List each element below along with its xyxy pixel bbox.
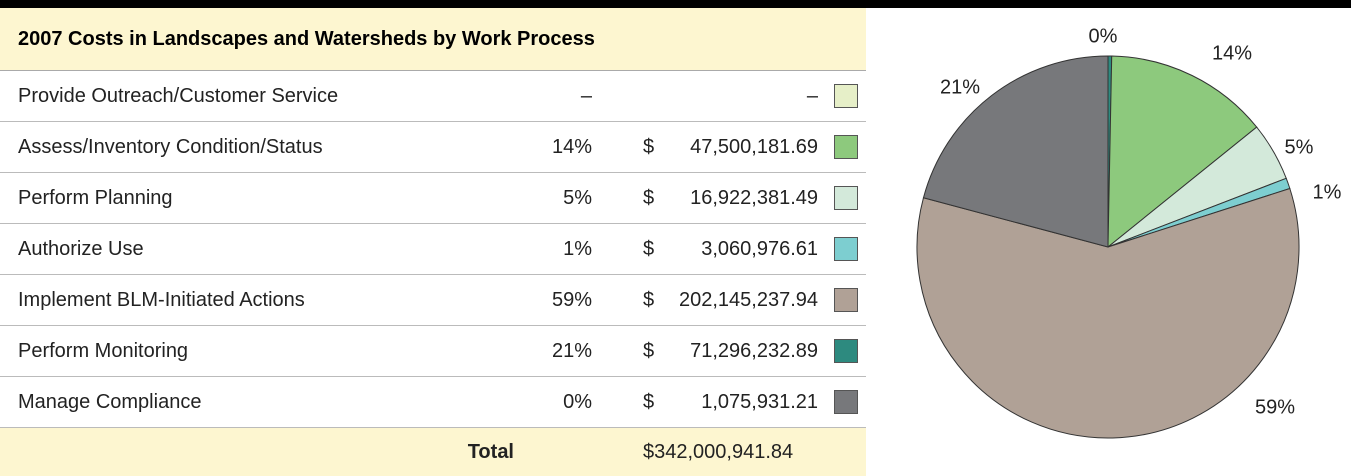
cost-table: 2007 Costs in Landscapes and Watersheds … (0, 8, 866, 476)
color-swatch (834, 390, 858, 414)
pie-slice (1107, 55, 1258, 249)
total-label: Total (467, 441, 514, 463)
row-amount: 16,922,381.49 (690, 187, 818, 209)
row-name: Implement BLM-Initiated Actions (18, 289, 305, 311)
pie-slice (916, 187, 1300, 439)
slice-label: 1% (1313, 181, 1342, 203)
row-amount: 3,060,976.61 (701, 238, 818, 260)
row-percent: 14% (551, 136, 592, 158)
table-row: Perform Planning 5% $16,922,381.49 (0, 173, 866, 224)
total-row: Total $342,000,941.84 (0, 428, 866, 476)
slice-label: 5% (1285, 136, 1314, 158)
slice-label: 21% (940, 76, 980, 98)
row-name: Manage Compliance (18, 391, 202, 413)
color-swatch (834, 84, 858, 108)
row-percent: 0% (563, 391, 592, 413)
row-name: Perform Planning (18, 187, 173, 209)
table-title: 2007 Costs in Landscapes and Watersheds … (0, 8, 866, 71)
row-amount: 1,075,931.21 (701, 391, 818, 413)
total-amount: $342,000,941.84 (643, 441, 794, 463)
row-amount: – (806, 85, 818, 107)
table-row: Provide Outreach/Customer Service – – (0, 71, 866, 122)
pie-slice (922, 55, 1109, 248)
table-row: Manage Compliance 0% $1,075,931.21 (0, 377, 866, 428)
row-percent: 1% (563, 238, 592, 260)
row-name: Assess/Inventory Condition/Status (18, 136, 323, 158)
row-amount: 71,296,232.89 (690, 340, 818, 362)
row-currency: $ (643, 391, 655, 413)
table-row: Assess/Inventory Condition/Status 14% $47,… (0, 122, 866, 173)
row-name: Provide Outreach/Customer Service (18, 85, 339, 107)
color-swatch (834, 339, 858, 363)
row-name: Perform Monitoring (18, 340, 189, 362)
pie-chart: 0% 14% 5% 1% 59% 21% (916, 25, 1342, 439)
row-percent: 5% (563, 187, 592, 209)
table-row: Implement BLM-Initiated Actions 59% $202,1… (0, 275, 866, 326)
row-percent: 59% (551, 289, 592, 311)
row-currency: $ (643, 289, 655, 311)
row-amount: 47,500,181.69 (690, 136, 818, 158)
slice-label: 14% (1212, 42, 1252, 64)
table-row: Authorize Use 1% $3,060,976.61 (0, 224, 866, 275)
row-amount: 202,145,237.94 (678, 289, 818, 311)
row-currency: $ (643, 136, 655, 158)
row-currency: $ (643, 187, 655, 209)
color-swatch (834, 237, 858, 261)
slice-label: 0% (1089, 25, 1118, 47)
slice-label: 59% (1255, 396, 1295, 418)
row-currency: $ (643, 238, 655, 260)
row-percent: – (580, 85, 592, 107)
row-percent: 21% (551, 340, 592, 362)
top-bar (0, 0, 1351, 8)
table-row: Perform Monitoring 21% $71,296,232.89 (0, 326, 866, 377)
row-currency: $ (643, 340, 655, 362)
color-swatch (834, 186, 858, 210)
color-swatch (834, 135, 858, 159)
color-swatch (834, 288, 858, 312)
row-name: Authorize Use (18, 238, 144, 260)
